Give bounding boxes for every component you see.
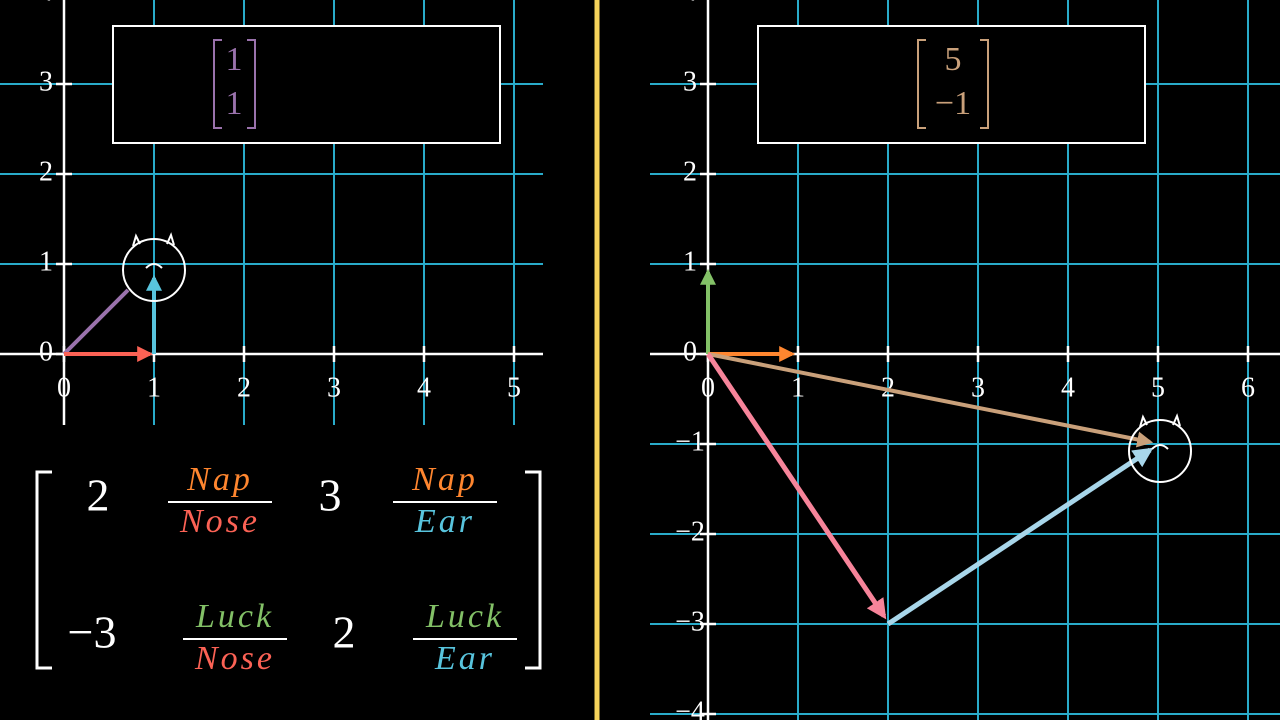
y-tick-label: 0	[683, 336, 697, 367]
y-tick-label: 2	[683, 156, 697, 187]
coefficient: −3	[68, 607, 117, 658]
entry: −1	[935, 85, 971, 122]
coefficient: 2	[87, 470, 110, 521]
x-tick-label: 6	[1241, 372, 1255, 403]
x-tick-label: 1	[791, 372, 805, 403]
y-tick-label: 4	[39, 0, 53, 7]
x-tick-label: 3	[327, 372, 341, 403]
bracket	[917, 39, 989, 129]
unit-denominator: Nose	[179, 503, 260, 540]
coefficient: 2	[333, 607, 356, 658]
x-tick-label: 1	[147, 372, 161, 403]
creature-detail	[132, 232, 175, 269]
y-tick-label: 2	[39, 156, 53, 187]
left-grid: 0 1 2 3 4 5 0 1 2 3 4	[0, 0, 543, 425]
y-tick-label: 4	[683, 0, 697, 7]
x-tick-label: 5	[1151, 372, 1165, 403]
creature	[122, 238, 186, 302]
x-tick-label: 3	[971, 372, 985, 403]
unit-numerator: Luck	[425, 598, 504, 635]
y-tick-label: −2	[675, 516, 705, 547]
unit-denominator: Ear	[434, 640, 495, 677]
bracket	[213, 39, 256, 129]
vector	[62, 288, 130, 356]
right-grid: 0123456−4−3−2−101234	[650, 0, 1280, 720]
x-tick-label: 4	[417, 372, 431, 403]
y-tick-label: 3	[683, 66, 697, 97]
unit-numerator: Nap	[411, 461, 478, 498]
left-vectors	[62, 232, 186, 362]
vector-box	[112, 25, 501, 144]
matrix-bracket	[35, 470, 542, 670]
unit-numerator: Luck	[195, 598, 274, 635]
x-tick-label: 4	[1061, 372, 1075, 403]
y-tick-label: −3	[675, 606, 705, 637]
vector-box	[757, 25, 1146, 144]
x-tick-label: 0	[701, 372, 715, 403]
vector	[707, 352, 1154, 448]
y-tick-label: 3	[39, 66, 53, 97]
y-tick-label: −4	[675, 696, 705, 720]
unit-denominator: Nose	[194, 640, 275, 677]
x-tick-label: 0	[57, 372, 71, 403]
x-tick-label: 5	[507, 372, 521, 403]
entry: 1	[226, 85, 243, 122]
x-tick-label: 2	[237, 372, 251, 403]
vector	[886, 447, 1154, 627]
unit-denominator: Ear	[414, 503, 475, 540]
right-vectors	[700, 268, 1192, 627]
unit-numerator: Nap	[186, 461, 253, 498]
creature-detail	[1139, 413, 1181, 450]
entry: 5	[945, 41, 962, 78]
y-tick-label: −1	[675, 426, 705, 457]
matrix: 2 Nap Nose 3 Nap Ear −3 Luck Nose 2 Luck Ear	[68, 461, 517, 677]
vector	[705, 352, 887, 620]
y-tick-label: 0	[39, 336, 53, 367]
entry: 1	[226, 41, 243, 78]
y-tick-label: 1	[39, 246, 53, 277]
y-tick-label: 1	[683, 246, 697, 277]
creature	[1128, 419, 1192, 483]
coefficient: 3	[319, 470, 342, 521]
